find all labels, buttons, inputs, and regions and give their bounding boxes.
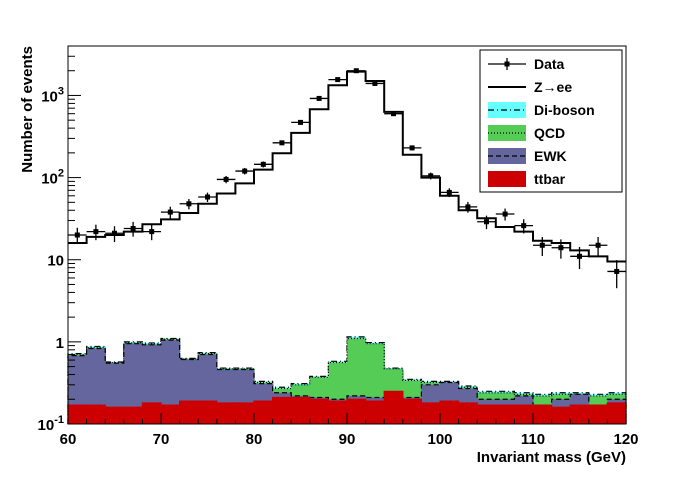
stack-bar-ttbar [588, 405, 608, 424]
stack-bar-ttbar [402, 399, 422, 424]
data-point [167, 209, 173, 215]
y-tick-label: 102 [41, 168, 64, 188]
data-point [614, 268, 620, 274]
data-point [558, 245, 564, 251]
legend-box [479, 49, 623, 193]
data-points [68, 68, 626, 289]
y-tick-label: 10 [47, 253, 64, 270]
stack-bar-ttbar [551, 407, 571, 424]
data-point [279, 140, 285, 146]
data-point [428, 173, 434, 179]
x-tick-label: 90 [339, 431, 356, 448]
stack-bar-ttbar [514, 405, 534, 424]
stack-bar-ttbar [161, 405, 181, 424]
legend-label-z-ee: Z→ee [534, 79, 572, 95]
y-tick-label: 10-1 [38, 414, 64, 434]
data-point [353, 68, 359, 74]
stack-bar-ttbar [477, 405, 497, 424]
zee-step-line [68, 70, 626, 263]
data-point [223, 176, 229, 182]
stack-bar-ttbar [495, 405, 515, 424]
stack-bar-ttbar [384, 391, 404, 424]
stack-outline-ttbar [67, 390, 627, 424]
stack-bar-ttbar [123, 407, 143, 424]
data-point [372, 80, 378, 86]
legend-label-qcd: QCD [534, 125, 565, 141]
data-point [298, 119, 303, 125]
data-point [260, 161, 266, 167]
data-point [484, 219, 489, 225]
x-tick-label: 60 [60, 431, 77, 448]
x-tick-label: 120 [613, 431, 638, 448]
data-point [93, 229, 99, 235]
y-axis-title: Number of events [19, 46, 36, 173]
stack-bar-ewk [161, 340, 181, 424]
x-tick-label: 110 [521, 431, 545, 448]
stack-bar-ttbar [68, 405, 88, 424]
data-point [465, 204, 471, 210]
data-point [539, 242, 545, 248]
legend-marker-data-point [504, 61, 510, 67]
background-stack [67, 336, 627, 424]
stack-bar-ttbar [179, 401, 199, 424]
legend: Data Z→ee Di-boson QCD EWK ttbar [479, 49, 623, 193]
stack-bar-ttbar [570, 405, 590, 424]
data-point [391, 111, 396, 117]
data-point [595, 242, 601, 248]
data-point [409, 145, 415, 151]
data-point [74, 232, 80, 238]
stack-outline-di-boson [67, 336, 627, 424]
data-point [205, 194, 210, 200]
stack-bar-ttbar [198, 401, 218, 424]
stack-bar-ttbar [254, 401, 274, 424]
data-point [577, 253, 582, 259]
stack-bar-ttbar [440, 401, 460, 424]
stack-bar-ttbar [272, 397, 292, 424]
stack-bar-ttbar [458, 403, 478, 424]
stack-outline-qcd [67, 337, 627, 424]
stack-bar-ttbar [216, 403, 236, 424]
data-point [521, 223, 527, 229]
data-point [335, 77, 341, 83]
data-point [149, 229, 155, 235]
legend-label-ttbar: ttbar [534, 171, 566, 187]
x-tick-label: 70 [153, 431, 170, 448]
stack-bar-ttbar [365, 401, 385, 424]
stack-bar-ttbar [105, 407, 125, 424]
legend-label-ewk: EWK [534, 148, 567, 164]
data-point [112, 230, 117, 236]
legend-label-data: Data [534, 56, 565, 72]
stack-bar-ttbar [235, 403, 255, 424]
data-point [130, 225, 136, 231]
data-point [186, 201, 192, 207]
y-tick-label: 1 [56, 335, 64, 352]
stack-bar-ttbar [347, 399, 367, 424]
stack-bar-ttbar [607, 403, 627, 424]
stack-bar-ttbar [142, 403, 162, 424]
zee-signal [68, 70, 626, 263]
x-tick-label: 100 [427, 431, 452, 448]
data-point [502, 211, 508, 217]
stack-bar-ewk [123, 343, 143, 424]
data-point [446, 189, 452, 195]
stack-bar-ttbar [86, 405, 106, 424]
y-tick-label: 103 [41, 85, 64, 105]
x-tick-label: 80 [246, 431, 263, 448]
stack-bar-ttbar [421, 403, 441, 424]
data-point [242, 168, 248, 174]
stack-bar-ttbar [291, 397, 311, 424]
stack-bar-ttbar [309, 399, 329, 424]
stack-bar-ttbar [533, 405, 553, 424]
legend-label-di-boson: Di-boson [534, 102, 595, 118]
data-point [316, 95, 322, 101]
stack-bar-ttbar [328, 401, 348, 424]
x-axis-title: Invariant mass (GeV) [477, 449, 626, 466]
